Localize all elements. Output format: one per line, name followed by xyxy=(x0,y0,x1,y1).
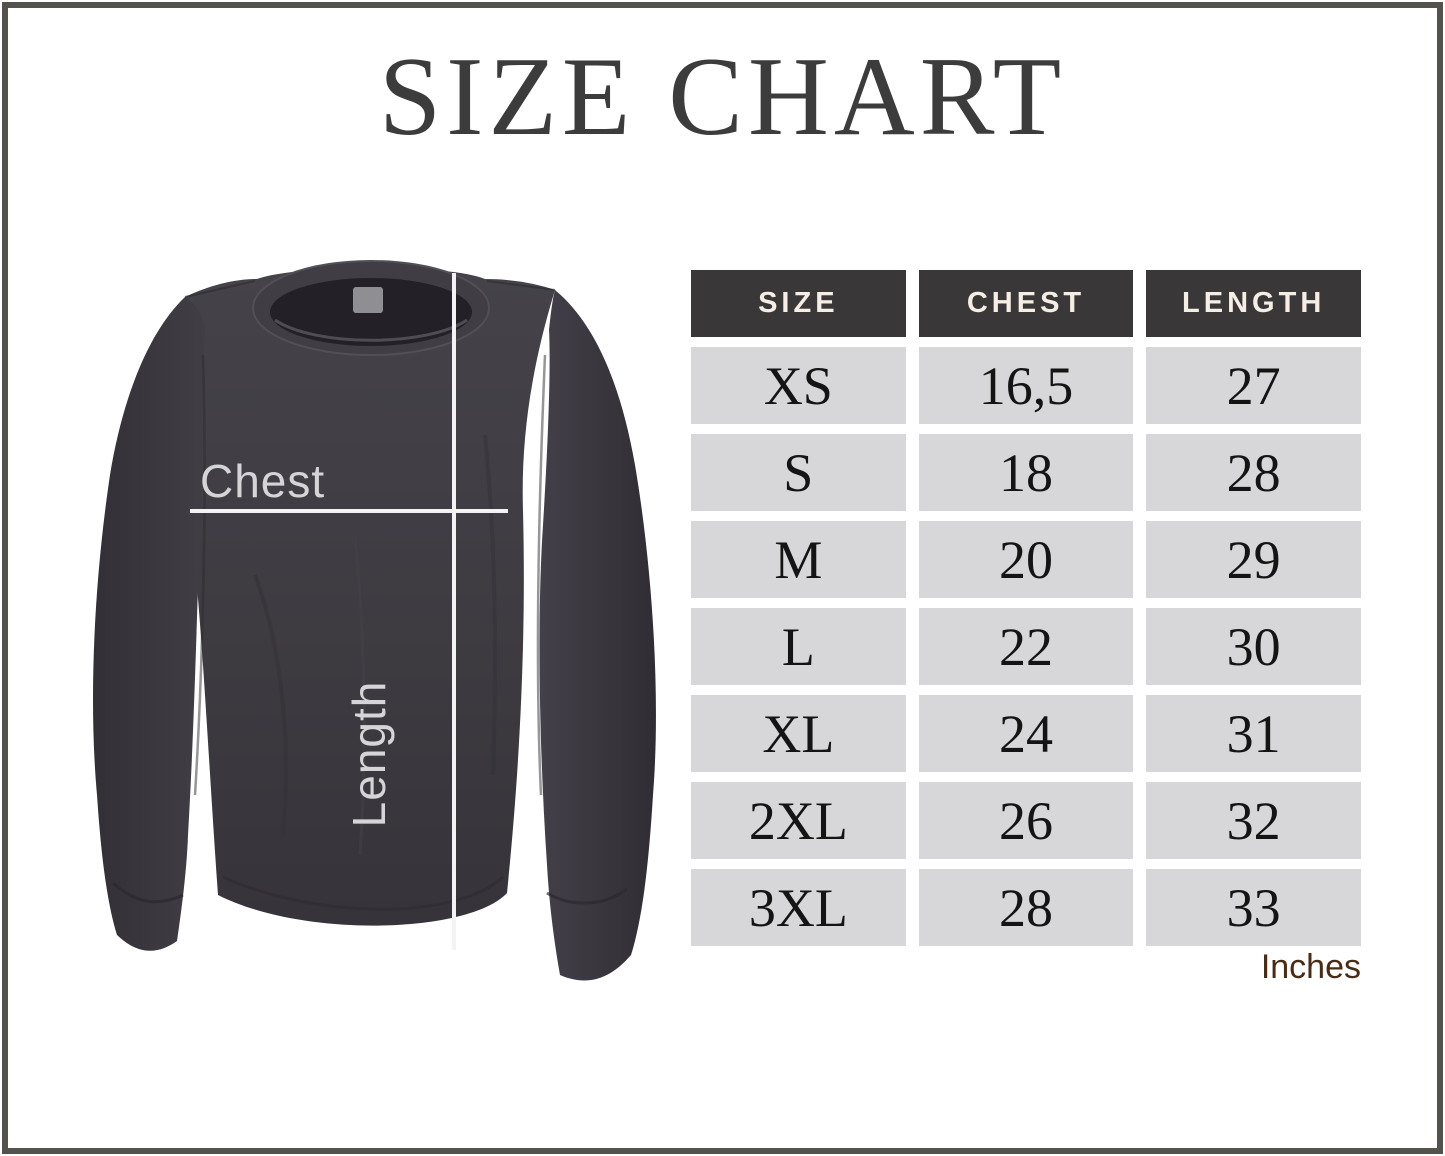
page-title: SIZE CHART xyxy=(378,35,1067,159)
size-cell: S xyxy=(691,434,906,511)
length-label: Length xyxy=(343,681,395,828)
chest-cell: 26 xyxy=(918,782,1134,859)
length-cell: 33 xyxy=(1146,869,1361,946)
chest-cell: 24 xyxy=(918,695,1134,772)
table-header-length: LENGTH xyxy=(1146,270,1361,337)
chest-label: Chest xyxy=(200,455,325,507)
length-cell: 32 xyxy=(1146,782,1361,859)
length-cell: 29 xyxy=(1146,521,1361,598)
chest-cell: 20 xyxy=(918,521,1134,598)
chest-cell: 18 xyxy=(918,434,1134,511)
size-cell: M xyxy=(691,521,906,598)
size-table: SIZE CHEST LENGTH XS 16,5 27 S 18 28 M 2… xyxy=(691,270,1361,946)
size-cell: XL xyxy=(691,695,906,772)
table-header-size: SIZE xyxy=(691,270,906,337)
shirt-neck-tag xyxy=(353,287,383,313)
length-cell: 27 xyxy=(1146,347,1361,424)
shirt-left-sleeve xyxy=(93,297,205,951)
length-cell: 31 xyxy=(1146,695,1361,772)
size-cell: XS xyxy=(691,347,906,424)
tshirt-illustration: Chest Length xyxy=(55,235,680,1025)
unit-label: Inches xyxy=(1260,948,1361,986)
length-cell: 28 xyxy=(1146,434,1361,511)
shirt-body xyxy=(183,267,555,926)
shirt-right-sleeve xyxy=(539,290,656,981)
tshirt-image: Chest Length xyxy=(93,260,656,981)
size-cell: 3XL xyxy=(691,869,906,946)
size-cell: 2XL xyxy=(691,782,906,859)
table-header-chest: CHEST xyxy=(918,270,1134,337)
chest-cell: 16,5 xyxy=(918,347,1134,424)
chest-cell: 28 xyxy=(918,869,1134,946)
size-cell: L xyxy=(691,608,906,685)
chest-cell: 22 xyxy=(918,608,1134,685)
length-cell: 30 xyxy=(1146,608,1361,685)
